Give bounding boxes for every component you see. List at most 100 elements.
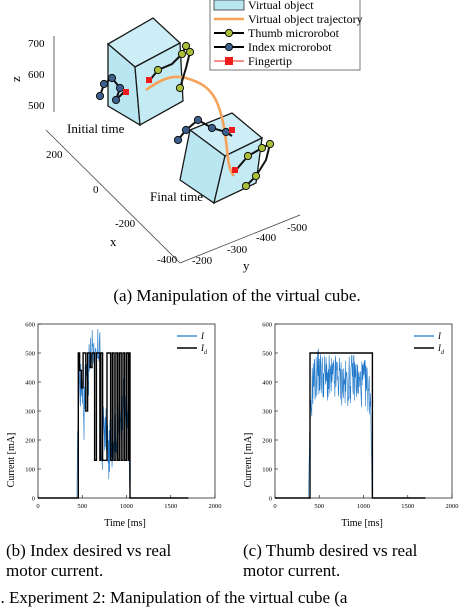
x-tick-label: 2000 [446,503,459,510]
z-tick-600: 600 [28,69,45,81]
legend-label-trajectory: Virtual object trajectory [248,12,363,26]
y-tick-neg500: -500 [287,222,308,234]
y-tick-label: 300 [262,409,272,416]
legend-box [209,0,361,71]
legend-label-fingertip: Fingertip [248,54,292,68]
x-axis-label-b: Time [ms] [104,518,146,529]
thumb-joint [175,83,185,93]
x-tick-neg200: -200 [115,218,136,230]
legend-marker-fingertip [225,57,233,65]
index-joint [107,73,117,83]
caption-b-line1: (b) Index desired vs real [6,541,172,560]
index-joint [193,115,203,125]
x-tick-0: 0 [93,184,99,196]
y-tick-label: 600 [262,322,272,329]
y-tick-neg200: -200 [192,255,213,267]
y-tick-label: 200 [25,438,35,445]
y-tick-label: 400 [25,380,35,387]
plot-area [274,323,453,499]
panel-c-thumb-current-chart: Current [mA] Time [ms] 0 500 1000 1500 2000 0… [243,322,459,530]
thumb-microrobot-initial [146,41,195,93]
virtual-object-trajectory [145,75,236,177]
x-tick-label: 0 [273,503,276,510]
y-tick-label: 600 [25,322,35,329]
y-tick-label: 500 [25,351,35,358]
thumb-joint [153,65,163,75]
thumb-joint [265,139,275,149]
legend-label-I: I [437,331,442,341]
series-Id-line [275,352,426,499]
thumb-joint [177,49,187,59]
legend: I Id [414,331,445,356]
index-joint [99,79,109,89]
legend-label-Id: Id [200,343,208,356]
axis-frame [45,36,301,264]
y-tick-label: 400 [262,380,272,387]
z-tick-500: 500 [28,100,45,112]
thumb-joint [257,143,267,153]
caption-c-line2: motor current. [243,561,341,580]
x-tick-label: 500 [314,503,324,510]
y-axis-label-b: Current [mA] [6,433,17,488]
figure-caption: 9. Experiment 2: Manipulation of the vir… [0,588,348,607]
legend-marker-thumb [224,28,234,38]
y-tick-neg300: -300 [227,244,248,256]
x-tick-label: 500 [77,503,87,510]
fingertip-marker [123,89,129,95]
y-tick-neg400: -400 [256,232,277,244]
series-Id-line [38,352,189,499]
y-tick-label: 100 [262,467,272,474]
x-tick-label: 1000 [120,503,133,510]
x-tick-neg400: -400 [157,254,178,266]
caption-c: (c) Thumb desired vs real motor current. [243,541,417,581]
index-joint [115,83,125,93]
legend-label-I: I [200,331,205,341]
caption-c-line1: (c) Thumb desired vs real [243,541,418,560]
x-tick-label: 2000 [209,503,222,510]
fingertip-marker [146,77,152,83]
x-tick-label: 1500 [164,503,177,510]
y-tick-label: 200 [262,438,272,445]
y-tick-label: 0 [32,496,35,503]
legend-a: Virtual object Virtual object trajectory… [209,0,363,71]
x-axis-label: x [110,234,117,249]
z-axis-label: z [8,76,23,82]
initial-cube [106,17,184,127]
x-tick-label: 0 [36,503,39,510]
legend-patch-virtual-object [213,0,245,11]
panel-b-index-current-chart: Current [mA] Time [ms] 0 500 1000 1500 2000 0… [6,322,222,530]
z-tick-700: 700 [28,38,45,50]
thumb-joint [241,181,251,191]
x-tick-label: 1000 [357,503,370,510]
legend: I Id [177,331,208,356]
thumb-microrobot-final [232,139,275,191]
x-axis: 200 0 -200 -400 x [46,149,178,266]
x-tick-label: 1500 [401,503,414,510]
index-joint [111,95,121,105]
caption-a: (a) Manipulation of the virtual cube. [113,286,361,305]
legend-label-Id: Id [437,343,445,356]
caption-b: (b) Index desired vs real motor current. [6,541,171,581]
index-joint [181,125,191,135]
index-joint [173,135,183,145]
thumb-joint [251,171,261,181]
fingertip-marker [232,167,238,173]
y-tick-label: 500 [262,351,272,358]
z-axis: 700 600 500 z [8,38,45,112]
legend-marker-index [224,42,234,52]
panel-a-3d-plot: 700 600 500 z 200 0 -200 -400 x -200 -30… [8,0,363,273]
fingertip-marker [229,127,235,133]
y-tick-label: 300 [25,409,35,416]
y-axis-label-c: Current [mA] [243,433,254,488]
y-axis: -200 -300 -400 -500 y [192,222,308,273]
thumb-joint [243,151,253,161]
legend-label-index: Index microrobot [248,40,332,54]
annotation-initial-time: Initial time [67,121,125,136]
legend-label-thumb: Thumb microrobot [248,26,340,40]
annotation-final-time: Final time [150,189,203,204]
y-tick-label: 0 [269,496,272,503]
legend-label-virtual-object: Virtual object [248,0,314,12]
thumb-joint [181,41,191,51]
index-joint [95,91,105,101]
index-microrobot-final [173,115,235,145]
